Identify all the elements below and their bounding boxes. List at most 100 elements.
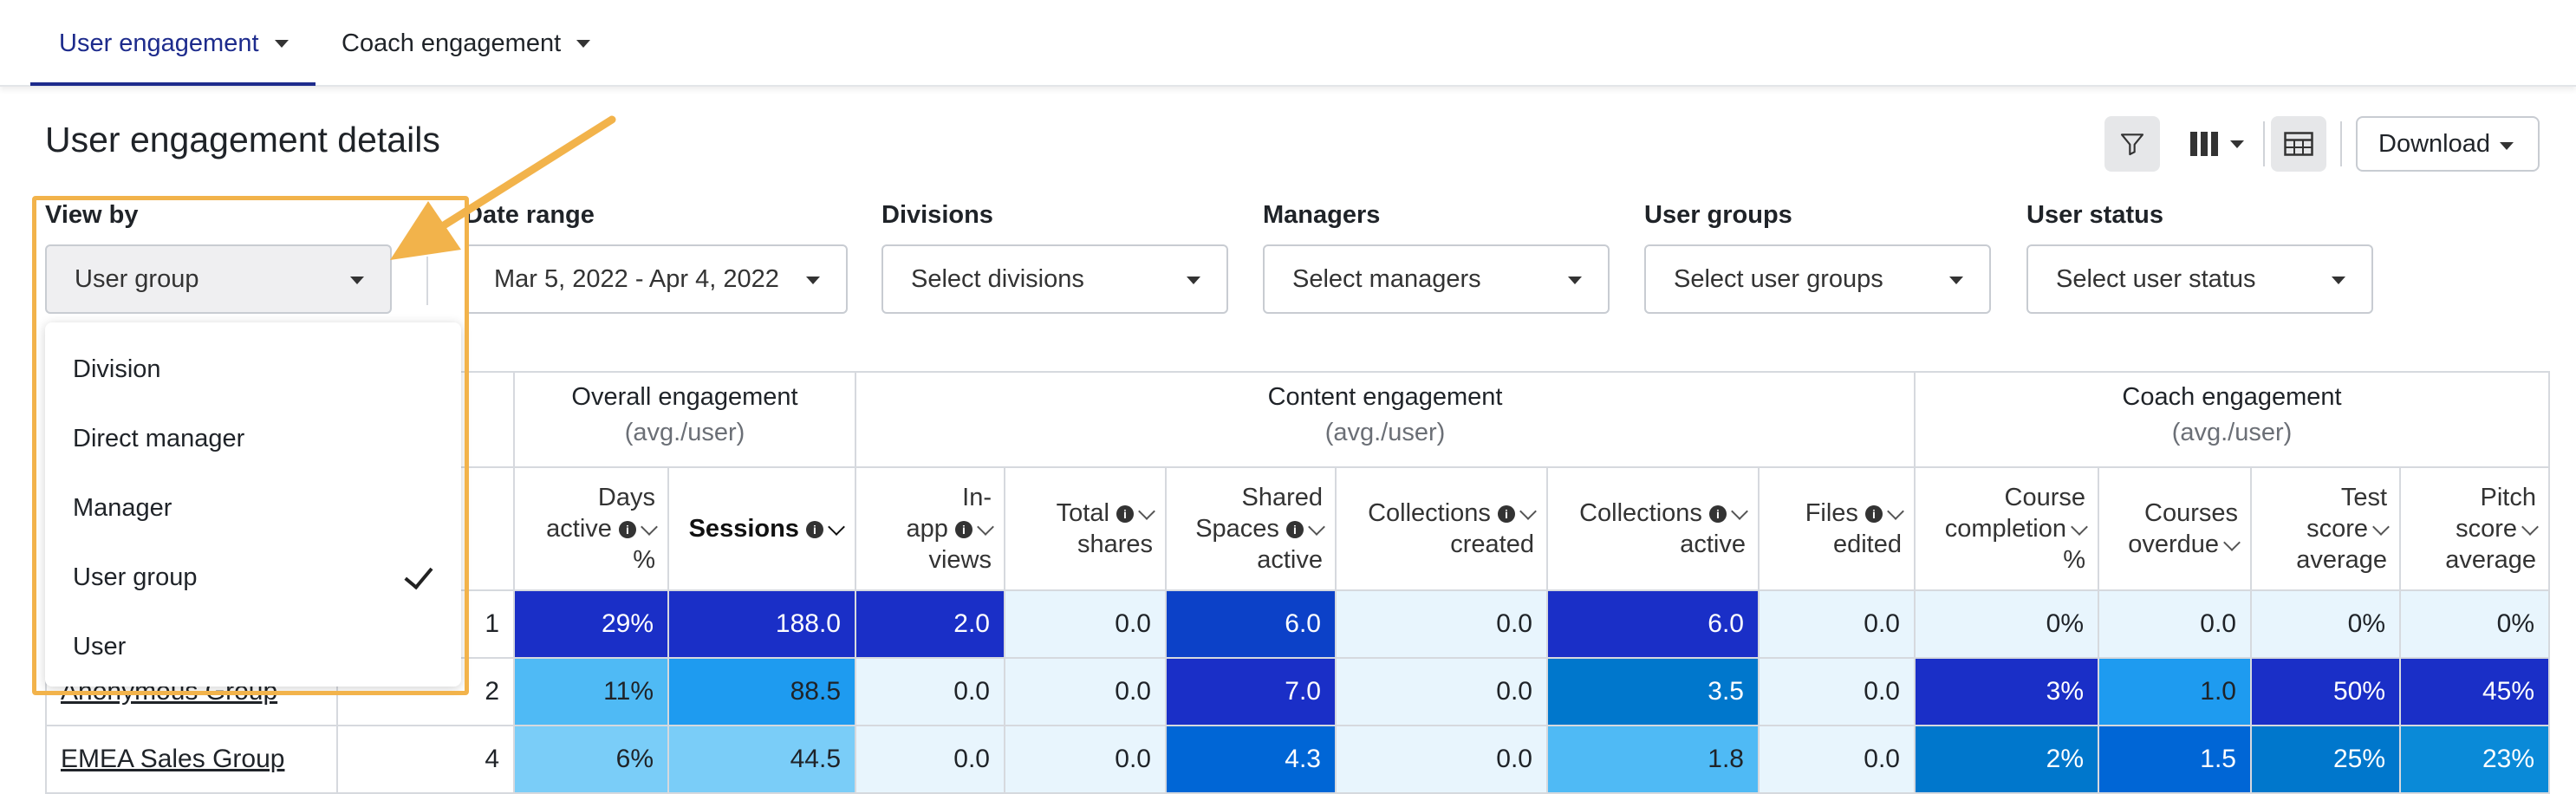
header-line: app: [906, 514, 948, 543]
chevron-down-icon: [274, 39, 289, 48]
info-icon[interactable]: i: [806, 521, 823, 539]
user-groups-select[interactable]: Select user groups: [1644, 244, 1991, 314]
table-cell: 0.0: [855, 725, 1005, 794]
header-line: active: [1680, 530, 1746, 558]
user-groups-label: User groups: [1644, 201, 1792, 229]
header-line: Course: [2004, 483, 2086, 511]
chevron-down-icon[interactable]: [977, 517, 994, 536]
user-status-label: User status: [2026, 201, 2163, 229]
table-cell: 0%: [2399, 589, 2550, 659]
table-cell: 0%: [2250, 589, 2401, 659]
active-tab-indicator: [30, 82, 315, 86]
menu-item-division[interactable]: Division: [45, 335, 461, 404]
table-cell: 1.5: [2098, 725, 2252, 794]
download-button[interactable]: Download: [2356, 116, 2540, 172]
table-cell: 45%: [2399, 657, 2550, 726]
chevron-down-icon: [1949, 277, 1963, 284]
table-cell: 1.0: [2098, 657, 2252, 726]
info-icon[interactable]: i: [955, 521, 973, 539]
annotation-highlight-box: [32, 196, 469, 695]
column-header-shared-spaces-active[interactable]: Shared Spaces i active: [1165, 466, 1337, 591]
column-header-collections-created[interactable]: Collections i created: [1335, 466, 1548, 591]
info-icon[interactable]: i: [1865, 505, 1883, 524]
header-line: created: [1450, 530, 1534, 558]
chevron-down-icon[interactable]: [2223, 534, 2241, 551]
column-header-days-active[interactable]: Days active i %: [513, 466, 669, 591]
chevron-down-icon[interactable]: [2521, 517, 2539, 536]
header-line: overdue: [2128, 530, 2219, 558]
columns-button[interactable]: [2179, 116, 2254, 172]
chevron-down-icon[interactable]: [1731, 502, 1748, 520]
group-name-link[interactable]: EMEA Sales Group: [61, 745, 285, 773]
chevron-down-icon[interactable]: [1519, 502, 1537, 520]
filter-button[interactable]: [2104, 116, 2160, 172]
table-cell: 4.3: [1165, 725, 1337, 794]
info-icon[interactable]: i: [1498, 505, 1515, 524]
table-cell: 0.0: [1758, 589, 1916, 659]
menu-item-label: User: [73, 632, 127, 661]
chevron-down-icon[interactable]: [1138, 502, 1155, 520]
chevron-down-icon[interactable]: [1308, 517, 1325, 536]
table-cell: 44.5: [667, 725, 856, 794]
chevron-down-icon: [2230, 140, 2244, 148]
table-cell: 0.0: [1004, 657, 1167, 726]
group-overall-engagement: Overall engagement (avg./user): [513, 371, 856, 468]
chevron-down-icon[interactable]: [2372, 517, 2390, 536]
chevron-down-icon: [1187, 277, 1200, 284]
user-status-placeholder: Select user status: [2056, 264, 2256, 293]
table-view-button[interactable]: [2271, 116, 2326, 172]
table-cell: 6%: [513, 725, 669, 794]
tab-coach-engagement[interactable]: Coach engagement: [342, 0, 591, 87]
menu-item-user[interactable]: User: [45, 612, 461, 681]
date-range-label: Date range: [465, 201, 595, 229]
chevron-down-icon[interactable]: [828, 517, 845, 536]
chevron-down-icon[interactable]: [2071, 517, 2088, 536]
group-name-cell[interactable]: EMEA Sales Group: [45, 725, 338, 794]
tab-user-engagement[interactable]: User engagement: [59, 0, 289, 87]
column-header-course-completion[interactable]: Course completion %: [1914, 466, 2099, 591]
user-count-cell: 4: [336, 725, 515, 794]
column-header-collections-active[interactable]: Collections i active: [1546, 466, 1760, 591]
column-header-total-shares[interactable]: Total i shares: [1004, 466, 1167, 591]
date-range-select[interactable]: Mar 5, 2022 - Apr 4, 2022: [465, 244, 848, 314]
chevron-down-icon: [576, 39, 591, 48]
user-status-select[interactable]: Select user status: [2026, 244, 2373, 314]
managers-select[interactable]: Select managers: [1263, 244, 1610, 314]
header-line: shares: [1077, 530, 1153, 558]
filter-icon: [2120, 133, 2144, 156]
info-icon[interactable]: i: [1286, 521, 1304, 539]
info-icon[interactable]: i: [1116, 505, 1134, 524]
column-header-sessions[interactable]: Sessions i: [667, 466, 856, 591]
column-header-in-app-views[interactable]: In- app i views: [855, 466, 1005, 591]
column-header-courses-overdue[interactable]: Courses overdue: [2098, 466, 2252, 591]
divisions-select[interactable]: Select divisions: [881, 244, 1228, 314]
column-header-test-score-average[interactable]: Test score average: [2250, 466, 2401, 591]
header-line: score: [2306, 514, 2368, 543]
info-icon[interactable]: i: [1709, 505, 1727, 524]
chevron-down-icon: [806, 277, 820, 284]
group-subtitle: (avg./user): [2171, 418, 2293, 446]
menu-item-direct-manager[interactable]: Direct manager: [45, 404, 461, 473]
tab-label: User engagement: [59, 29, 259, 57]
filter-divider: [426, 257, 428, 305]
group-subtitle: (avg./user): [624, 418, 745, 446]
header-line: active: [1257, 546, 1323, 575]
table-cell: 7.0: [1165, 657, 1337, 726]
chevron-down-icon[interactable]: [1887, 502, 1904, 520]
chevron-down-icon: [350, 277, 364, 284]
menu-item-manager[interactable]: Manager: [45, 473, 461, 543]
managers-label: Managers: [1263, 201, 1381, 229]
table-cell: 3%: [1914, 657, 2099, 726]
group-coach-engagement: Coach engagement (avg./user): [1914, 371, 2550, 468]
view-by-select[interactable]: User group: [45, 244, 392, 314]
table-cell: 25%: [2250, 725, 2401, 794]
chevron-down-icon: [2500, 142, 2514, 150]
header-line: Files: [1805, 498, 1858, 527]
chevron-down-icon[interactable]: [641, 517, 658, 536]
header-line: active: [546, 514, 612, 543]
column-header-pitch-score-average[interactable]: Pitch score average: [2399, 466, 2550, 591]
column-header-files-edited[interactable]: Files i edited: [1758, 466, 1916, 591]
managers-placeholder: Select managers: [1292, 264, 1481, 293]
menu-item-user-group[interactable]: User group: [45, 543, 461, 612]
info-icon[interactable]: i: [619, 521, 636, 539]
